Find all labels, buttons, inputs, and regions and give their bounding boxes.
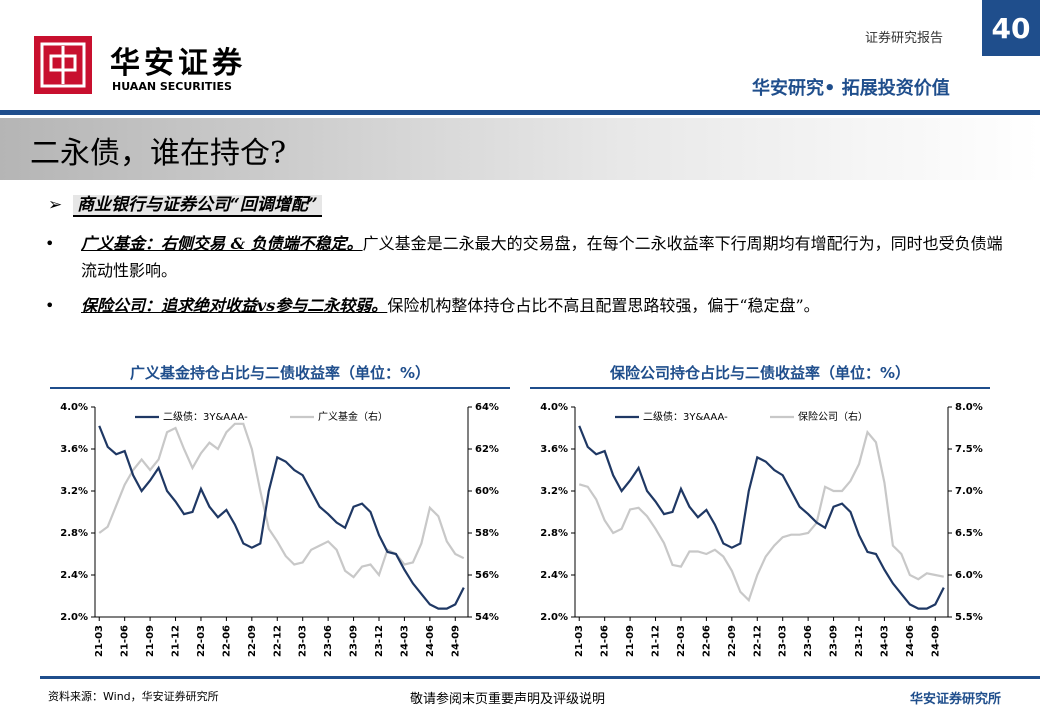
x-tick-label: 24-03 xyxy=(879,625,890,657)
section-heading: ➢ 商业银行与证券公司“回调增配” xyxy=(48,190,322,217)
series-line xyxy=(578,429,944,603)
brand-name-en: HUAAN SECURITIES xyxy=(112,80,232,93)
bullet-lead: 保险公司：追求绝对收益vs参与二永较弱。 xyxy=(81,296,388,315)
x-tick-label: 23-06 xyxy=(803,625,814,657)
y-tick-label: 2.4% xyxy=(540,570,568,581)
chart: 2.0% 2.4% 2.8% 3.2% 3.6% 4.0% 54% 56% 58% 60% 62% 6… xyxy=(60,402,499,657)
slogan: 华安研究• 拓展投资价值 xyxy=(752,78,950,99)
legend-label: 广义基金（右） xyxy=(318,410,388,423)
x-tick-label: 23-09 xyxy=(349,625,360,657)
x-tick-label: 21-09 xyxy=(625,625,636,657)
divider xyxy=(0,110,1040,115)
logo-mark xyxy=(40,42,86,88)
bullet-text: 广义基金是二永最大的交易盘，在每个二永收益率下行周期均有增配行为，同时也受负债端… xyxy=(81,234,1003,280)
x-tick-label: 24-03 xyxy=(399,625,410,657)
y-tick-label: 3.6% xyxy=(540,444,568,455)
x-tick-label: 23-12 xyxy=(374,625,385,657)
y2-tick-label: 8.0% xyxy=(955,402,983,413)
y-tick-label: 4.0% xyxy=(540,402,568,413)
legend-label: 二级债：3Y&AAA- xyxy=(643,410,728,423)
brand-name: 华安证券 xyxy=(110,46,246,81)
x-tick-label: 24-06 xyxy=(905,625,916,657)
x-tick-label: 23-12 xyxy=(854,625,865,657)
y-tick-label: 2.4% xyxy=(60,570,88,581)
divider xyxy=(40,676,1040,679)
y2-tick-label: 58% xyxy=(475,528,499,539)
bullet-text: 保险机构整体持仓占比不高且配置思路较强，偏于“稳定盘”。 xyxy=(387,296,820,315)
disclaimer: 敬请参阅末页重要声明及评级说明 xyxy=(410,692,606,707)
y2-tick-label: 7.5% xyxy=(955,444,983,455)
y2-tick-label: 6.0% xyxy=(955,570,983,581)
chart-title: 保险公司持仓占比与二债收益率（单位：%） xyxy=(530,362,990,389)
x-tick-label: 23-06 xyxy=(323,625,334,657)
x-tick-label: 22-09 xyxy=(727,625,738,657)
y2-tick-label: 64% xyxy=(475,402,499,413)
x-tick-label: 21-12 xyxy=(171,625,182,657)
y-tick-label: 3.2% xyxy=(540,486,568,497)
y2-tick-label: 54% xyxy=(475,612,499,623)
report-type: 证券研究报告 xyxy=(865,31,944,46)
y2-tick-label: 60% xyxy=(475,486,499,497)
x-tick-label: 23-03 xyxy=(778,625,789,657)
x-tick-label: 22-12 xyxy=(272,625,283,657)
y-tick-label: 2.0% xyxy=(540,612,568,623)
y-tick-label: 4.0% xyxy=(60,402,88,413)
x-tick-label: 21-09 xyxy=(145,625,156,657)
organization: 华安证券研究所 xyxy=(910,692,1002,707)
legend-label: 保险公司（右） xyxy=(798,410,868,423)
chart: 2.0% 2.4% 2.8% 3.2% 3.6% 4.0% 5.5% 6.0% 6.5% 7.0%… xyxy=(540,402,983,657)
title-band xyxy=(0,118,1040,180)
bullet-lead: 广义基金：右侧交易 & 负债端不稳定。 xyxy=(81,234,363,253)
legend-label: 二级债：3Y&AAA- xyxy=(163,410,248,423)
series-line xyxy=(98,422,465,579)
x-tick-label: 23-09 xyxy=(829,625,840,657)
x-tick-label: 21-06 xyxy=(600,625,611,657)
y-tick-label: 2.8% xyxy=(540,528,568,539)
slide-title: 二永债，谁在持仓? xyxy=(30,136,287,171)
x-tick-label: 21-03 xyxy=(574,625,585,657)
bullet: • 保险公司：追求绝对收益vs参与二永较弱。保险机构整体持仓占比不高且配置思路较强… xyxy=(45,296,820,315)
x-tick-label: 22-06 xyxy=(221,625,232,657)
y-tick-label: 3.2% xyxy=(60,486,88,497)
x-tick-label: 23-03 xyxy=(298,625,309,657)
x-tick-label: 24-09 xyxy=(450,625,461,657)
logo xyxy=(34,36,92,94)
y2-tick-label: 56% xyxy=(475,570,499,581)
y2-tick-label: 7.0% xyxy=(955,486,983,497)
chart-title: 广义基金持仓占比与二债收益率（单位：%） xyxy=(50,362,510,389)
x-tick-label: 22-03 xyxy=(676,625,687,657)
y-tick-label: 2.0% xyxy=(60,612,88,623)
y2-tick-label: 6.5% xyxy=(955,528,983,539)
x-tick-label: 24-09 xyxy=(930,625,941,657)
series-line xyxy=(578,425,945,610)
x-tick-label: 22-06 xyxy=(701,625,712,657)
section-text: 商业银行与证券公司“回调增配” xyxy=(73,195,322,217)
series-line xyxy=(98,425,465,610)
y2-tick-label: 5.5% xyxy=(955,612,983,623)
x-tick-label: 22-09 xyxy=(247,625,258,657)
y2-tick-label: 62% xyxy=(475,444,499,455)
x-tick-label: 21-06 xyxy=(120,625,131,657)
x-tick-label: 21-12 xyxy=(651,625,662,657)
x-tick-label: 22-12 xyxy=(752,625,763,657)
bullet: • 广义基金：右侧交易 & 负债端不稳定。广义基金是二永最大的交易盘，在每个二永收… xyxy=(45,234,1003,280)
x-tick-label: 21-03 xyxy=(94,625,105,657)
source-note: 资料来源：Wind，华安证券研究所 xyxy=(48,690,219,703)
x-tick-label: 24-06 xyxy=(425,625,436,657)
y-tick-label: 2.8% xyxy=(60,528,88,539)
y-tick-label: 3.6% xyxy=(60,444,88,455)
page-number: 40 xyxy=(982,0,1040,56)
x-tick-label: 22-03 xyxy=(196,625,207,657)
